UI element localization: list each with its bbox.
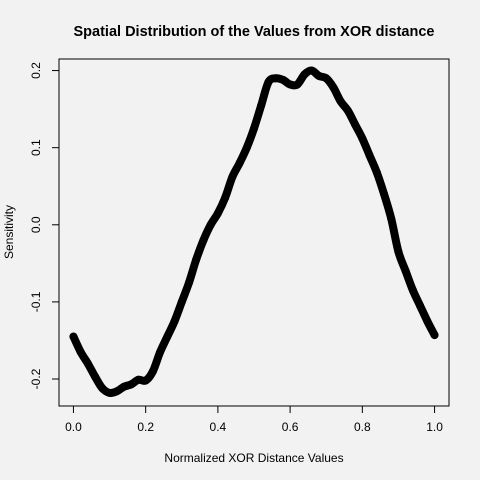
data-point	[351, 120, 360, 129]
data-point	[372, 168, 381, 177]
data-point	[358, 134, 367, 143]
data-point	[206, 220, 215, 229]
data-point	[408, 286, 417, 295]
data-point	[401, 267, 410, 276]
data-point	[250, 124, 258, 133]
data-point	[228, 172, 237, 181]
data-point	[315, 71, 323, 80]
y-tick-label: -0.1	[29, 291, 43, 312]
data-point	[387, 214, 396, 223]
data-point	[91, 372, 100, 381]
data-point	[120, 382, 128, 391]
data-point	[69, 332, 78, 341]
y-tick-label: -0.2	[29, 368, 43, 389]
data-point	[76, 348, 85, 357]
data-point	[278, 75, 287, 84]
data-point	[83, 359, 92, 368]
x-tick-label: 0.8	[354, 420, 371, 434]
data-point	[271, 74, 280, 83]
data-point	[394, 247, 403, 256]
data-point	[141, 376, 150, 385]
data-point	[134, 375, 143, 384]
x-tick-label: 0.2	[137, 420, 154, 434]
y-tick-label: 0.2	[29, 62, 43, 79]
data-point	[105, 388, 114, 397]
data-point	[343, 106, 352, 115]
data-point	[365, 151, 374, 160]
data-point	[322, 74, 331, 83]
data-point	[185, 278, 193, 287]
data-point	[293, 80, 302, 89]
y-axis-label: Sensitivity	[2, 205, 16, 259]
data-point	[163, 332, 172, 341]
x-tick-label: 0.0	[65, 420, 82, 434]
x-axis: 0.0 0.2 0.4 0.6 0.8 1.0	[65, 406, 443, 434]
data-point	[127, 380, 136, 389]
data-point	[380, 189, 388, 198]
data-point	[112, 387, 121, 396]
data-point	[416, 301, 425, 310]
x-tick-label: 0.4	[210, 420, 227, 434]
data-point	[242, 143, 251, 152]
x-tick-label: 0.6	[282, 420, 299, 434]
data-point	[423, 317, 432, 326]
x-axis-label: Normalized XOR Distance Values	[164, 451, 343, 465]
data-point	[177, 297, 186, 306]
data-point	[336, 97, 345, 106]
data-point	[199, 236, 208, 245]
data-point	[257, 101, 266, 110]
data-point	[286, 80, 295, 89]
y-tick-label: 0.0	[29, 216, 43, 233]
data-point	[156, 348, 165, 357]
data-point	[170, 317, 179, 326]
plot-frame	[58, 58, 450, 407]
sensitivity-curve	[69, 66, 439, 398]
data-point	[235, 159, 244, 168]
x-tick-label: 1.0	[426, 420, 443, 434]
data-point	[213, 209, 222, 218]
chart-title: Spatial Distribution of the Values from …	[74, 24, 435, 40]
data-points	[69, 66, 439, 397]
data-point	[300, 70, 309, 79]
data-point	[221, 193, 230, 202]
data-point	[430, 331, 439, 340]
data-point	[148, 367, 157, 376]
data-point	[307, 66, 316, 75]
y-axis: -0.2 -0.1 0.0 0.1 0.2	[29, 62, 59, 389]
data-point	[329, 83, 338, 92]
data-point	[192, 255, 201, 264]
data-point	[264, 78, 273, 87]
y-tick-label: 0.1	[29, 139, 43, 156]
data-point	[98, 384, 107, 393]
